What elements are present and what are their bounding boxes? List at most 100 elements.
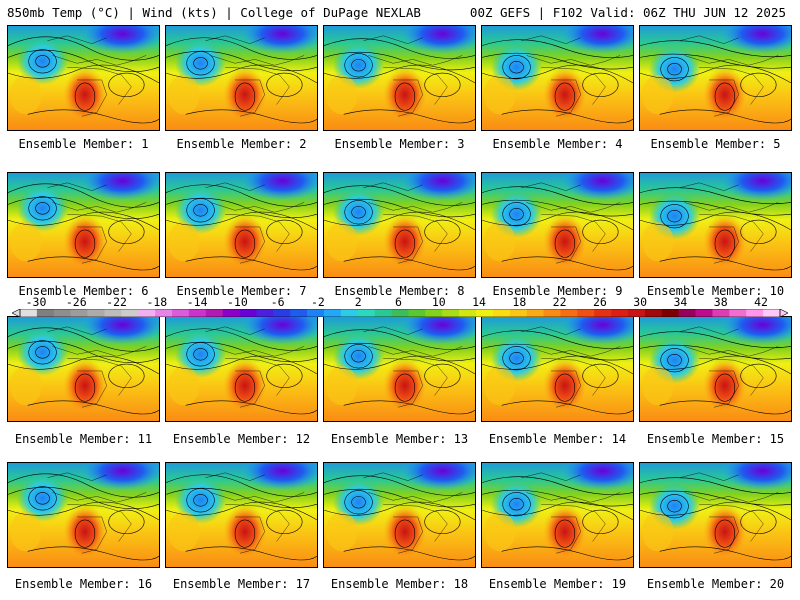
ensemble-map-panel [639, 25, 792, 131]
colorbar-tick-label: -6 [270, 295, 285, 309]
ensemble-map-panel [165, 316, 318, 422]
chart-title: 850mb Temp (°C) | Wind (kts) | College o… [7, 5, 421, 20]
colorbar-tick-label: 10 [431, 295, 446, 309]
colorbar-tick-label: -18 [146, 295, 168, 309]
ensemble-map-panel [7, 316, 160, 422]
colorbar-segment [70, 309, 88, 317]
temperature-map-image [8, 317, 159, 421]
ensemble-map-panel [323, 316, 476, 422]
colorbar-segment [340, 309, 359, 317]
colorbar-segment [729, 309, 747, 317]
ensemble-map-panel [165, 172, 318, 278]
colorbar-segment [594, 309, 612, 317]
temperature-map-image [166, 26, 317, 130]
colorbar-tick-label: 42 [754, 295, 768, 309]
ensemble-map-panel [639, 316, 792, 422]
colorbar-tick-label: -22 [106, 295, 127, 309]
colorbar-segment [408, 309, 426, 317]
ensemble-map-panel [481, 462, 634, 568]
temperature-map-image [482, 317, 633, 421]
colorbar-segment [543, 309, 561, 317]
temperature-map-image [166, 463, 317, 567]
ensemble-member-label: Ensemble Member: 7 [176, 284, 307, 298]
colorbar-tick-label: 2 [354, 295, 362, 309]
colorbar-segment [36, 309, 55, 317]
colorbar-segment [712, 309, 730, 317]
colorbar-segment [628, 309, 646, 317]
colorbar-tick-label: 6 [395, 295, 402, 309]
ensemble-map-panel [7, 172, 160, 278]
colorbar-tick-label: 22 [552, 295, 567, 309]
colorbar-segment [425, 309, 443, 317]
ensemble-member-label: Ensemble Member: 13 [330, 432, 469, 446]
temperature-map-image [482, 463, 633, 567]
temperature-map-image [166, 173, 317, 277]
ensemble-member-label: Ensemble Member: 1 [18, 137, 149, 151]
temperature-map-image [8, 26, 159, 130]
ensemble-map-panel [323, 172, 476, 278]
colorbar-left-arrow [12, 309, 21, 317]
ensemble-member-label: Ensemble Member: 17 [172, 577, 311, 591]
ensemble-member-label: Ensemble Member: 20 [646, 577, 785, 591]
colorbar-segment [678, 309, 696, 317]
colorbar-segment [290, 309, 308, 317]
temperature-map-image [324, 26, 475, 130]
ensemble-member-label: Ensemble Member: 10 [646, 284, 785, 298]
colorbar-segment [611, 309, 629, 317]
colorbar-segment [273, 309, 291, 317]
colorbar-tick-label: 30 [633, 295, 648, 309]
colorbar-tick-label: 34 [673, 295, 688, 309]
temperature-map-image [8, 173, 159, 277]
colorbar-segment [205, 309, 223, 317]
ensemble-map-panel [323, 25, 476, 131]
ensemble-member-label: Ensemble Member: 9 [492, 284, 623, 298]
ensemble-map-panel [7, 25, 160, 131]
ensemble-member-label: Ensemble Member: 15 [646, 432, 785, 446]
colorbar-segment [256, 309, 274, 317]
colorbar-segment [577, 309, 595, 317]
temperature-map-image [640, 317, 791, 421]
colorbar-tick-label: -30 [25, 295, 47, 309]
ensemble-map-panel [481, 172, 634, 278]
temperature-map-image [324, 463, 475, 567]
colorbar-segment [695, 309, 713, 317]
ensemble-member-label: Ensemble Member: 5 [650, 137, 781, 151]
colorbar-segment [476, 309, 494, 317]
colorbar-segment [526, 309, 544, 317]
ensemble-member-label: Ensemble Member: 19 [488, 577, 627, 591]
colorbar-segment [492, 309, 511, 317]
ensemble-map-panel [323, 462, 476, 568]
ensemble-map-panel [165, 462, 318, 568]
ensemble-member-label: Ensemble Member: 6 [18, 284, 149, 298]
temperature-map-image [482, 173, 633, 277]
ensemble-map-panel [639, 462, 792, 568]
colorbar-tick-label: -2 [311, 295, 325, 309]
temperature-map-image [166, 317, 317, 421]
ensemble-member-label: Ensemble Member: 14 [488, 432, 627, 446]
colorbar-tick-label: -26 [65, 295, 87, 309]
colorbar-segment [20, 309, 38, 317]
ensemble-map-panel [165, 25, 318, 131]
colorbar-segment [222, 309, 240, 317]
temperature-colorbar [12, 309, 788, 317]
ensemble-member-label: Ensemble Member: 12 [172, 432, 311, 446]
ensemble-member-label: Ensemble Member: 16 [14, 577, 153, 591]
ensemble-member-label: Ensemble Member: 8 [334, 284, 465, 298]
colorbar-segment [121, 309, 139, 317]
colorbar-segment [239, 309, 257, 317]
colorbar-segment [746, 309, 764, 317]
ensemble-member-label: Ensemble Member: 4 [492, 137, 623, 151]
colorbar-segment [442, 309, 460, 317]
ensemble-map-panel [7, 462, 160, 568]
temperature-map-image [324, 317, 475, 421]
colorbar-segment [459, 309, 477, 317]
colorbar-tick-label: 14 [472, 295, 486, 309]
ensemble-member-label: Ensemble Member: 3 [334, 137, 465, 151]
colorbar-tick-label: 26 [592, 295, 607, 309]
colorbar-segment [661, 309, 679, 317]
colorbar-segment [53, 309, 71, 317]
colorbar-tick-label: -10 [226, 295, 248, 309]
temperature-map-image [324, 173, 475, 277]
colorbar-segment [104, 309, 122, 317]
ensemble-member-label: Ensemble Member: 11 [14, 432, 153, 446]
